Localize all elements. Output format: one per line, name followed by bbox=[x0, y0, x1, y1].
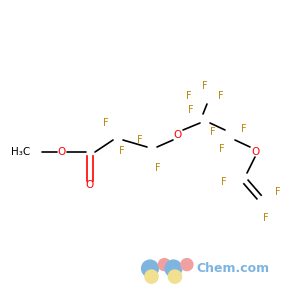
Text: O: O bbox=[174, 130, 182, 140]
Circle shape bbox=[181, 259, 193, 271]
Text: F: F bbox=[119, 146, 125, 156]
Text: F: F bbox=[186, 91, 192, 101]
Text: H₃C: H₃C bbox=[11, 147, 30, 157]
Text: F: F bbox=[210, 127, 216, 137]
Text: F: F bbox=[137, 135, 143, 145]
Text: F: F bbox=[202, 81, 208, 91]
Text: F: F bbox=[188, 105, 194, 115]
Text: F: F bbox=[218, 91, 224, 101]
Circle shape bbox=[165, 260, 182, 277]
Text: F: F bbox=[275, 187, 281, 197]
Circle shape bbox=[142, 260, 158, 277]
Text: F: F bbox=[155, 163, 161, 173]
Text: O: O bbox=[58, 147, 66, 157]
Text: O: O bbox=[251, 147, 259, 157]
Text: F: F bbox=[219, 144, 225, 154]
Text: Chem.com: Chem.com bbox=[196, 262, 270, 275]
Circle shape bbox=[168, 270, 182, 283]
Text: F: F bbox=[263, 213, 269, 223]
Text: F: F bbox=[241, 124, 247, 134]
Circle shape bbox=[158, 259, 170, 271]
Text: F: F bbox=[103, 118, 109, 128]
Text: F: F bbox=[221, 177, 227, 187]
Circle shape bbox=[145, 270, 158, 283]
Text: O: O bbox=[86, 180, 94, 190]
